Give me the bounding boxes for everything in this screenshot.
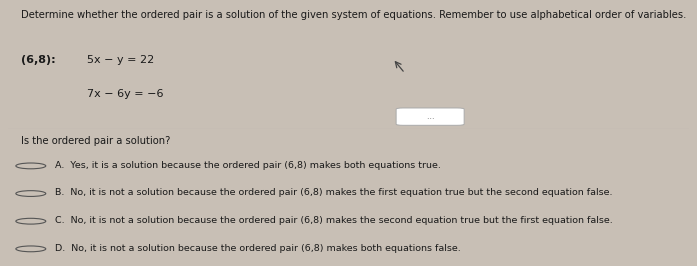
Text: A.  Yes, it is a solution because the ordered pair (6,8) makes both equations tr: A. Yes, it is a solution because the ord… xyxy=(54,161,441,170)
Text: Is the ordered pair a solution?: Is the ordered pair a solution? xyxy=(21,136,170,146)
Text: C.  No, it is not a solution because the ordered pair (6,8) makes the second equ: C. No, it is not a solution because the … xyxy=(54,216,613,225)
Text: 5x − y = 22: 5x − y = 22 xyxy=(86,55,154,65)
FancyBboxPatch shape xyxy=(396,108,464,125)
Text: 7x − 6y = −6: 7x − 6y = −6 xyxy=(86,89,163,99)
Text: D.  No, it is not a solution because the ordered pair (6,8) makes both equations: D. No, it is not a solution because the … xyxy=(54,244,461,253)
Text: B.  No, it is not a solution because the ordered pair (6,8) makes the first equa: B. No, it is not a solution because the … xyxy=(54,188,612,197)
Text: …: … xyxy=(427,112,434,121)
Text: (6,8):: (6,8): xyxy=(21,55,55,65)
Text: Determine whether the ordered pair is a solution of the given system of equation: Determine whether the ordered pair is a … xyxy=(21,10,686,20)
